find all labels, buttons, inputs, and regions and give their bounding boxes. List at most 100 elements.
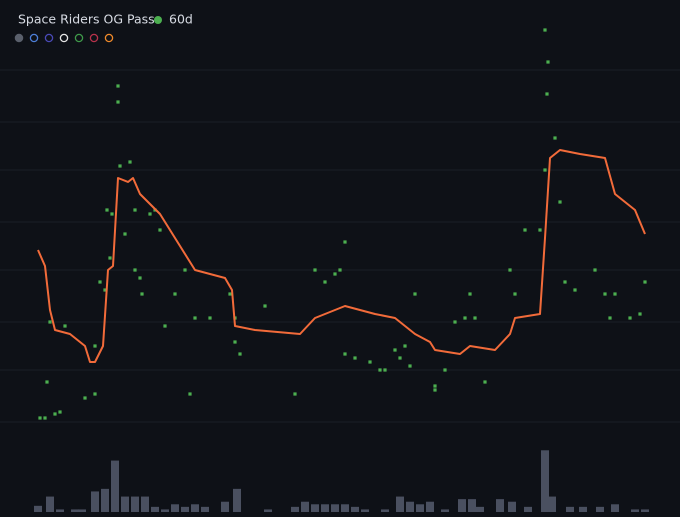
bar [264, 509, 272, 512]
point [545, 92, 549, 96]
point [48, 320, 52, 324]
toggle[interactable] [29, 33, 39, 43]
point [140, 292, 144, 296]
point [53, 412, 57, 416]
bar [46, 496, 54, 512]
point [118, 164, 122, 168]
point [163, 324, 167, 328]
point [43, 416, 47, 420]
point [543, 28, 547, 32]
legend-marker[interactable] [154, 16, 162, 24]
bar [416, 504, 424, 512]
bar [541, 450, 549, 512]
bar [34, 505, 42, 512]
bar [291, 506, 299, 512]
series-toggles[interactable] [14, 33, 114, 43]
point [368, 360, 372, 364]
bar [611, 504, 619, 512]
point [573, 288, 577, 292]
bar [548, 496, 556, 512]
toggle[interactable] [104, 33, 114, 43]
point [403, 344, 407, 348]
point [208, 316, 212, 320]
point [433, 388, 437, 392]
point [188, 392, 192, 396]
bar [311, 504, 319, 512]
point [593, 268, 597, 272]
bar [381, 509, 389, 512]
bar [396, 496, 404, 512]
bar [496, 499, 504, 512]
point [433, 384, 437, 388]
point [513, 292, 517, 296]
point [93, 344, 97, 348]
bar [221, 501, 229, 512]
bar [351, 506, 359, 512]
bar [468, 499, 476, 512]
point [408, 364, 412, 368]
point [643, 280, 647, 284]
point [323, 280, 327, 284]
bar [579, 506, 587, 512]
bar [596, 506, 604, 512]
bar [56, 509, 64, 512]
point [553, 136, 557, 140]
point [108, 256, 112, 260]
point [263, 304, 267, 308]
point [353, 356, 357, 360]
toggle[interactable] [89, 33, 99, 43]
grid [0, 69, 680, 423]
point [563, 280, 567, 284]
point [193, 316, 197, 320]
point [116, 84, 120, 88]
bar [201, 506, 209, 512]
bar [566, 506, 574, 512]
line [37, 149, 646, 363]
bar [131, 496, 139, 512]
point [228, 292, 232, 296]
bar [361, 509, 369, 512]
point [63, 324, 67, 328]
toggle[interactable] [14, 33, 24, 43]
bar [111, 460, 119, 512]
point [343, 352, 347, 356]
point [116, 100, 120, 104]
bar [641, 509, 649, 512]
point [233, 340, 237, 344]
legend-label[interactable]: 60d [169, 12, 193, 27]
point [333, 272, 337, 276]
point [393, 348, 397, 352]
bar [406, 501, 414, 512]
point [613, 292, 617, 296]
bar [191, 504, 199, 512]
bar [524, 506, 532, 512]
bar [121, 496, 129, 512]
toggle[interactable] [44, 33, 54, 43]
point [413, 292, 417, 296]
point [538, 228, 542, 232]
bar [476, 506, 484, 512]
point [58, 410, 62, 414]
point [105, 208, 109, 212]
point [523, 228, 527, 232]
point [128, 160, 132, 164]
chart-title: Space Riders OG Pass [18, 12, 155, 27]
point [93, 392, 97, 396]
bar [171, 504, 179, 512]
point [543, 168, 547, 172]
point [158, 228, 162, 232]
bar [321, 504, 329, 512]
toggle[interactable] [59, 33, 69, 43]
point [98, 280, 102, 284]
point [293, 392, 297, 396]
point [638, 312, 642, 316]
bar [101, 488, 109, 512]
point [138, 276, 142, 280]
bar [441, 509, 449, 512]
bar [426, 501, 434, 512]
point [546, 60, 550, 64]
point [398, 356, 402, 360]
bar [151, 506, 159, 512]
toggle[interactable] [74, 33, 84, 43]
